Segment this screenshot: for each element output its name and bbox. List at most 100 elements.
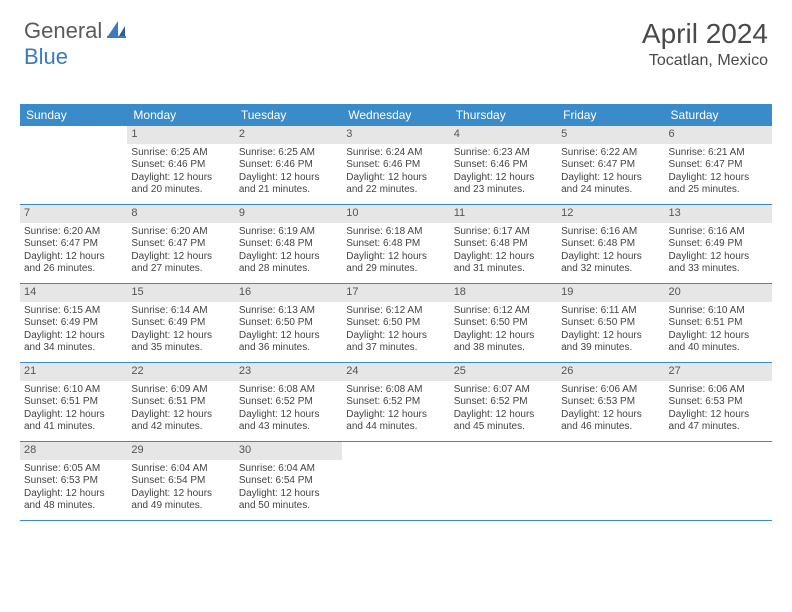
sunrise-text: Sunrise: 6:12 AM [454, 305, 553, 318]
daylight-text-2: and 22 minutes. [346, 184, 445, 197]
day-body: Sunrise: 6:20 AMSunset: 6:47 PMDaylight:… [127, 223, 234, 280]
day-number: 25 [450, 363, 557, 381]
day-cell: 6Sunrise: 6:21 AMSunset: 6:47 PMDaylight… [665, 126, 772, 204]
sunset-text: Sunset: 6:49 PM [131, 317, 230, 330]
daylight-text-1: Daylight: 12 hours [561, 409, 660, 422]
daylight-text-1: Daylight: 12 hours [454, 251, 553, 264]
logo-blue-row: Blue [24, 44, 68, 70]
sunset-text: Sunset: 6:46 PM [131, 159, 230, 172]
daylight-text-2: and 27 minutes. [131, 263, 230, 276]
day-body: Sunrise: 6:05 AMSunset: 6:53 PMDaylight:… [20, 460, 127, 517]
sunset-text: Sunset: 6:51 PM [131, 396, 230, 409]
day-body: Sunrise: 6:13 AMSunset: 6:50 PMDaylight:… [235, 302, 342, 359]
sunrise-text: Sunrise: 6:13 AM [239, 305, 338, 318]
daylight-text-2: and 36 minutes. [239, 342, 338, 355]
day-cell: 15Sunrise: 6:14 AMSunset: 6:49 PMDayligh… [127, 284, 234, 362]
sunset-text: Sunset: 6:53 PM [561, 396, 660, 409]
sunset-text: Sunset: 6:52 PM [454, 396, 553, 409]
sunset-text: Sunset: 6:48 PM [346, 238, 445, 251]
daylight-text-2: and 50 minutes. [239, 500, 338, 513]
sunset-text: Sunset: 6:47 PM [24, 238, 123, 251]
daylight-text-1: Daylight: 12 hours [346, 251, 445, 264]
sunset-text: Sunset: 6:50 PM [239, 317, 338, 330]
day-body: Sunrise: 6:20 AMSunset: 6:47 PMDaylight:… [20, 223, 127, 280]
sunset-text: Sunset: 6:49 PM [24, 317, 123, 330]
sunrise-text: Sunrise: 6:23 AM [454, 147, 553, 160]
day-cell: 25Sunrise: 6:07 AMSunset: 6:52 PMDayligh… [450, 363, 557, 441]
sunrise-text: Sunrise: 6:05 AM [24, 463, 123, 476]
daylight-text-1: Daylight: 12 hours [561, 172, 660, 185]
day-number: 3 [342, 126, 449, 144]
daylight-text-1: Daylight: 12 hours [131, 172, 230, 185]
day-number: 17 [342, 284, 449, 302]
day-body: Sunrise: 6:17 AMSunset: 6:48 PMDaylight:… [450, 223, 557, 280]
header: General April 2024 Tocatlan, Mexico [0, 0, 792, 78]
day-number: 10 [342, 205, 449, 223]
daylight-text-1: Daylight: 12 hours [669, 172, 768, 185]
day-cell: 3Sunrise: 6:24 AMSunset: 6:46 PMDaylight… [342, 126, 449, 204]
day-body: Sunrise: 6:15 AMSunset: 6:49 PMDaylight:… [20, 302, 127, 359]
day-body: Sunrise: 6:06 AMSunset: 6:53 PMDaylight:… [557, 381, 664, 438]
daylight-text-2: and 40 minutes. [669, 342, 768, 355]
day-cell: 24Sunrise: 6:08 AMSunset: 6:52 PMDayligh… [342, 363, 449, 441]
sunset-text: Sunset: 6:50 PM [454, 317, 553, 330]
day-number: 1 [127, 126, 234, 144]
day-body: Sunrise: 6:12 AMSunset: 6:50 PMDaylight:… [342, 302, 449, 359]
week-row: 21Sunrise: 6:10 AMSunset: 6:51 PMDayligh… [20, 363, 772, 442]
daylight-text-2: and 35 minutes. [131, 342, 230, 355]
day-cell: 7Sunrise: 6:20 AMSunset: 6:47 PMDaylight… [20, 205, 127, 283]
sunrise-text: Sunrise: 6:10 AM [669, 305, 768, 318]
day-body: Sunrise: 6:10 AMSunset: 6:51 PMDaylight:… [20, 381, 127, 438]
sunrise-text: Sunrise: 6:08 AM [239, 384, 338, 397]
day-cell: 2Sunrise: 6:25 AMSunset: 6:46 PMDaylight… [235, 126, 342, 204]
day-body: Sunrise: 6:25 AMSunset: 6:46 PMDaylight:… [235, 144, 342, 201]
day-number: 12 [557, 205, 664, 223]
day-number: 5 [557, 126, 664, 144]
sunrise-text: Sunrise: 6:15 AM [24, 305, 123, 318]
day-body: Sunrise: 6:19 AMSunset: 6:48 PMDaylight:… [235, 223, 342, 280]
daylight-text-1: Daylight: 12 hours [24, 488, 123, 501]
day-body: Sunrise: 6:24 AMSunset: 6:46 PMDaylight:… [342, 144, 449, 201]
sunrise-text: Sunrise: 6:06 AM [561, 384, 660, 397]
daylight-text-2: and 33 minutes. [669, 263, 768, 276]
day-number: 8 [127, 205, 234, 223]
daylight-text-1: Daylight: 12 hours [669, 409, 768, 422]
daylight-text-2: and 29 minutes. [346, 263, 445, 276]
daylight-text-2: and 47 minutes. [669, 421, 768, 434]
weekday-wednesday: Wednesday [342, 104, 449, 126]
day-cell: 20Sunrise: 6:10 AMSunset: 6:51 PMDayligh… [665, 284, 772, 362]
day-number: 14 [20, 284, 127, 302]
day-cell: 1Sunrise: 6:25 AMSunset: 6:46 PMDaylight… [127, 126, 234, 204]
day-number: 21 [20, 363, 127, 381]
daylight-text-2: and 43 minutes. [239, 421, 338, 434]
daylight-text-2: and 39 minutes. [561, 342, 660, 355]
sunset-text: Sunset: 6:50 PM [346, 317, 445, 330]
day-body: Sunrise: 6:09 AMSunset: 6:51 PMDaylight:… [127, 381, 234, 438]
logo-sail-icon [106, 19, 128, 44]
empty-cell: . [20, 126, 127, 204]
day-number: 24 [342, 363, 449, 381]
weeks-container: .1Sunrise: 6:25 AMSunset: 6:46 PMDayligh… [20, 126, 772, 521]
day-number: 13 [665, 205, 772, 223]
daylight-text-2: and 23 minutes. [454, 184, 553, 197]
day-cell: 11Sunrise: 6:17 AMSunset: 6:48 PMDayligh… [450, 205, 557, 283]
daylight-text-2: and 37 minutes. [346, 342, 445, 355]
daylight-text-2: and 46 minutes. [561, 421, 660, 434]
day-cell: 26Sunrise: 6:06 AMSunset: 6:53 PMDayligh… [557, 363, 664, 441]
title-block: April 2024 Tocatlan, Mexico [642, 18, 768, 70]
day-body: Sunrise: 6:04 AMSunset: 6:54 PMDaylight:… [235, 460, 342, 517]
day-body: Sunrise: 6:11 AMSunset: 6:50 PMDaylight:… [557, 302, 664, 359]
daylight-text-1: Daylight: 12 hours [239, 488, 338, 501]
daylight-text-2: and 44 minutes. [346, 421, 445, 434]
day-number: 30 [235, 442, 342, 460]
sunrise-text: Sunrise: 6:24 AM [346, 147, 445, 160]
week-row: 7Sunrise: 6:20 AMSunset: 6:47 PMDaylight… [20, 205, 772, 284]
daylight-text-2: and 38 minutes. [454, 342, 553, 355]
day-number: 4 [450, 126, 557, 144]
day-number: 28 [20, 442, 127, 460]
daylight-text-2: and 48 minutes. [24, 500, 123, 513]
daylight-text-1: Daylight: 12 hours [346, 172, 445, 185]
logo: General [24, 18, 130, 44]
day-body: Sunrise: 6:12 AMSunset: 6:50 PMDaylight:… [450, 302, 557, 359]
daylight-text-1: Daylight: 12 hours [669, 330, 768, 343]
